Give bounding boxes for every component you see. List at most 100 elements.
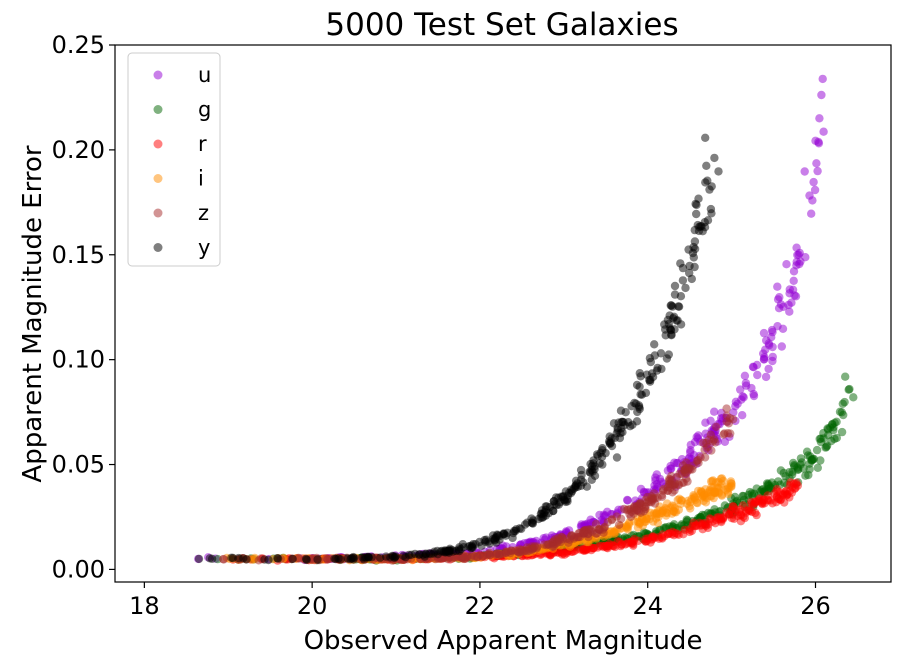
data-point-y [618, 417, 627, 427]
data-point-z [530, 542, 539, 551]
data-point-y [509, 526, 519, 536]
data-point-z [708, 437, 717, 446]
data-point-g [819, 428, 828, 438]
data-point-z [700, 453, 710, 462]
data-point-r [705, 514, 715, 523]
data-point-g [816, 456, 825, 465]
data-point-y [414, 550, 424, 559]
data-point-u [818, 74, 827, 84]
legend-label-z: z [198, 201, 209, 225]
data-point-g [790, 461, 799, 470]
data-point-z [699, 438, 708, 448]
data-point-y [660, 320, 669, 329]
data-point-u [753, 370, 762, 380]
data-point-r [793, 481, 802, 490]
y-tick-label: 0.25 [52, 31, 105, 59]
data-point-y [690, 262, 699, 272]
y-tick-label: 0.00 [52, 555, 105, 583]
data-point-u [759, 328, 769, 338]
data-point-y [692, 209, 701, 219]
data-point-y [336, 555, 345, 564]
data-point-g [801, 471, 810, 480]
data-point-u [701, 418, 710, 427]
data-point-y [501, 531, 510, 540]
data-point-u [774, 304, 784, 313]
data-point-y [670, 281, 680, 291]
data-point-y [563, 495, 572, 504]
data-point-u [808, 196, 817, 205]
data-point-y [407, 550, 416, 559]
data-point-g [849, 393, 858, 402]
data-point-g [844, 385, 853, 394]
data-point-g [816, 437, 826, 447]
legend-marker-z [153, 208, 163, 218]
data-point-z [523, 546, 532, 556]
y-axis-ticks: 0.00 0.05 0.10 0.15 0.20 0.25 [52, 31, 115, 583]
data-point-y [444, 548, 454, 557]
data-point-y [527, 514, 536, 523]
data-point-y [607, 441, 617, 451]
data-point-y [467, 543, 477, 552]
data-point-y [632, 417, 642, 426]
data-point-i [670, 503, 680, 513]
data-point-z [663, 486, 673, 495]
data-point-y [676, 292, 686, 301]
data-point-i [719, 476, 728, 485]
data-point-y [625, 422, 635, 431]
data-point-y [576, 465, 586, 475]
data-point-y [548, 506, 558, 516]
data-point-y [554, 493, 563, 502]
data-point-u [812, 159, 821, 168]
data-point-u [762, 336, 771, 345]
data-point-u [749, 389, 758, 399]
data-point-y [641, 388, 651, 398]
data-point-z [583, 529, 593, 538]
data-point-y [242, 555, 251, 564]
legend-marker-u [153, 70, 163, 80]
data-point-r [717, 516, 726, 525]
data-point-z [459, 554, 469, 564]
data-point-y [313, 555, 322, 564]
legend-box [127, 52, 221, 267]
data-point-y [589, 456, 598, 465]
data-point-y [362, 553, 371, 562]
y-tick-label: 0.05 [52, 451, 105, 479]
y-tick-label: 0.20 [52, 136, 105, 164]
data-point-y [701, 133, 710, 142]
legend-marker-i [153, 174, 163, 183]
data-point-y [508, 533, 517, 543]
data-point-g [837, 427, 847, 437]
data-point-i [710, 488, 719, 497]
data-point-z [323, 555, 332, 564]
data-point-g [841, 372, 850, 381]
data-point-i [609, 527, 619, 536]
data-point-y [669, 312, 679, 321]
data-point-y [678, 276, 688, 285]
x-tick-label: 26 [800, 592, 831, 620]
data-point-y [662, 354, 672, 363]
data-point-r [747, 499, 756, 508]
data-point-r [774, 494, 783, 504]
data-point-y [645, 354, 655, 363]
data-point-u [809, 177, 818, 187]
data-point-i [677, 496, 687, 505]
legend-marker-r [153, 139, 163, 149]
data-point-i [648, 517, 658, 526]
data-point-u [655, 474, 665, 484]
data-point-y [207, 554, 217, 563]
data-point-u [800, 167, 809, 176]
data-point-u [686, 448, 695, 457]
data-point-r [650, 533, 659, 542]
data-point-u [813, 166, 822, 176]
data-point-u [814, 137, 823, 147]
data-point-y [598, 446, 607, 455]
data-point-y [615, 433, 625, 443]
data-point-y [616, 406, 626, 415]
data-point-y [264, 555, 273, 565]
data-point-y [590, 471, 600, 480]
data-point-r [736, 510, 745, 519]
data-point-z [540, 540, 549, 549]
data-point-z [475, 550, 485, 559]
data-point-r [724, 510, 734, 519]
